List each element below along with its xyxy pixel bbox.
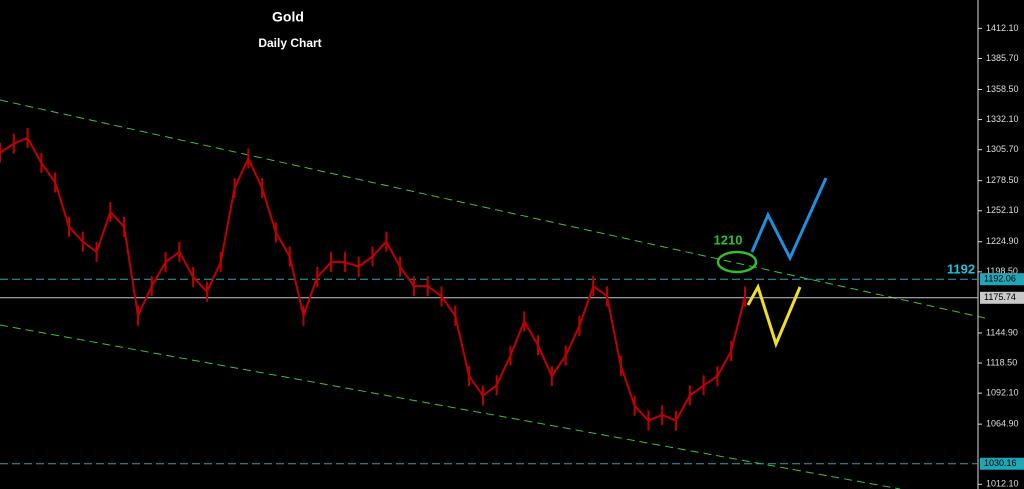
- y-tick-label: 1252.10: [986, 205, 1019, 215]
- price-line: [0, 136, 746, 422]
- y-tick-label: 1412.10: [986, 23, 1019, 33]
- level-label-box: [980, 457, 1024, 470]
- y-tick-label: 1358.50: [986, 84, 1019, 94]
- lower-channel: [0, 324, 901, 489]
- y-tick-label: 1118.50: [986, 357, 1017, 367]
- y-tick-label: 1198.50: [986, 266, 1018, 276]
- level-label: 1192.06: [984, 274, 1016, 284]
- bearish-path: [746, 283, 802, 349]
- target-circle: [716, 250, 758, 274]
- y-tick-label: 1012.10: [986, 479, 1019, 489]
- y-tick-label: 1064.90: [986, 419, 1019, 429]
- y-tick-label: 1144.90: [986, 327, 1018, 337]
- y-tick-label: 1092.10: [986, 388, 1019, 398]
- level-label: 1175.74: [984, 292, 1016, 302]
- level-label: 1030.16: [984, 458, 1017, 468]
- annotation: 1210: [714, 232, 743, 247]
- y-tick-label: 1385.70: [986, 53, 1019, 63]
- annotation: 1192: [947, 261, 975, 276]
- y-tick-label: 1305.70: [986, 144, 1019, 154]
- chart-title: Gold: [272, 9, 304, 25]
- level-label-box: [980, 273, 1024, 286]
- chart-subtitle: Daily Chart: [258, 36, 321, 50]
- y-tick-label: 1278.50: [986, 175, 1019, 185]
- bullish-path: [750, 177, 828, 262]
- level-label-box: [980, 291, 1024, 304]
- y-tick-label: 1224.90: [986, 236, 1019, 246]
- y-tick-label: 1332.10: [986, 114, 1019, 124]
